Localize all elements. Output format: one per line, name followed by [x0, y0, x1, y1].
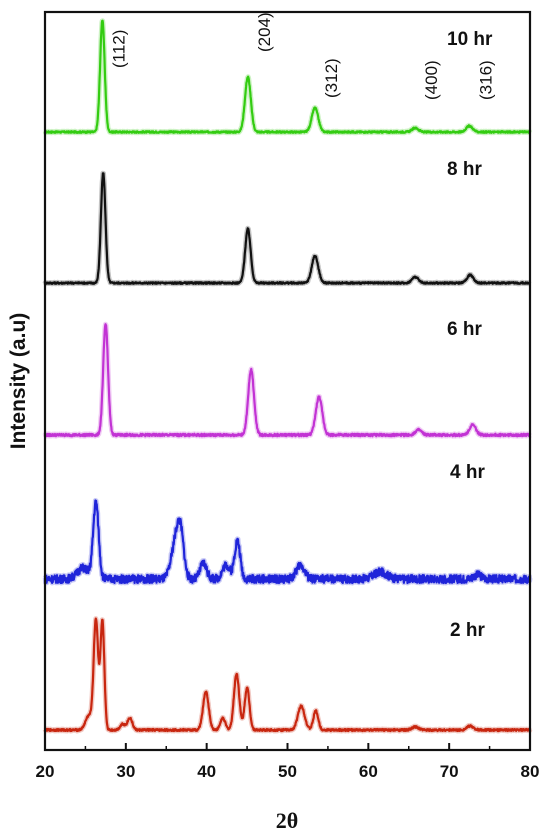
series-line-2-hr	[44, 617, 532, 733]
x-tick-label: 20	[36, 762, 55, 781]
series-label: 2 hr	[450, 620, 485, 641]
x-axis-label: 2θ	[276, 808, 298, 833]
xrd-traces	[42, 18, 533, 734]
series-label: 4 hr	[450, 462, 485, 483]
x-axis-ticks: 20 30 40 50 60 70 80	[36, 743, 540, 781]
series-line-4-hr	[44, 499, 532, 585]
series-halo-6-hr	[42, 321, 533, 439]
series-halo-8-hr	[42, 170, 533, 287]
x-tick-label: 50	[278, 762, 297, 781]
x-tick-label: 80	[521, 762, 540, 781]
x-tick-label: 60	[359, 762, 378, 781]
series-label: 8 hr	[447, 159, 482, 180]
x-tick-label: 40	[197, 762, 216, 781]
series-halo-4-hr	[42, 498, 533, 586]
series-label: 6 hr	[447, 319, 482, 340]
peak-label: (316)	[476, 60, 495, 100]
series-label: 10 hr	[447, 29, 493, 50]
peak-label: (312)	[322, 58, 341, 98]
series-line-8-hr	[43, 172, 531, 285]
peak-label: (204)	[255, 12, 274, 52]
peak-label: (400)	[422, 60, 441, 100]
x-tick-label: 30	[116, 762, 135, 781]
peak-labels: (112) (204) (312) (400) (316)	[109, 12, 495, 100]
series-line-6-hr	[43, 323, 531, 438]
x-tick-label: 70	[440, 762, 459, 781]
series-line-10-hr	[44, 19, 531, 134]
series-labels: 10 hr 8 hr 6 hr 4 hr 2 hr	[447, 29, 493, 641]
peak-label: (112)	[109, 30, 128, 68]
y-axis-label: Intensity (a.u)	[7, 313, 30, 450]
